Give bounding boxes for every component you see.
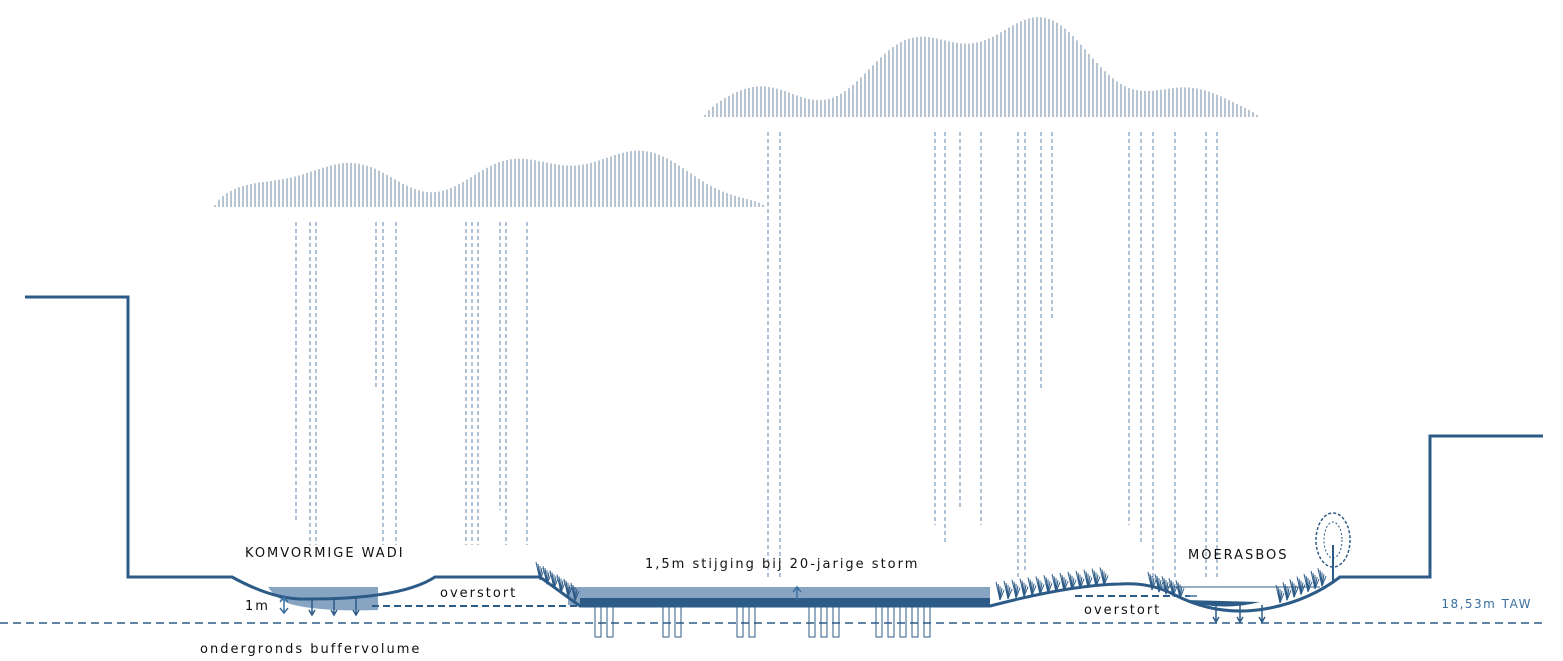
- infiltration-arrow: [308, 598, 316, 617]
- grass: [1300, 584, 1306, 595]
- pile: [808, 599, 816, 638]
- grass: [546, 574, 552, 585]
- infiltration-arrows: [308, 598, 1266, 624]
- label-wadi: KOMVORMIGE WADI: [245, 546, 405, 561]
- grass: [1307, 581, 1313, 592]
- grass: [1279, 592, 1285, 604]
- rain: [295, 132, 1218, 580]
- pile: [674, 599, 682, 638]
- grass: [1031, 585, 1037, 596]
- grass: [574, 590, 580, 602]
- grass: [1079, 578, 1085, 589]
- grass: [1023, 586, 1029, 597]
- label-depth: 1m: [245, 599, 270, 614]
- grass: [1007, 588, 1013, 600]
- pile: [875, 599, 883, 638]
- grass: [553, 578, 559, 589]
- grass: [1321, 576, 1327, 587]
- grass: [1087, 577, 1093, 588]
- grass: [1286, 590, 1292, 601]
- grass: [1055, 581, 1061, 593]
- pile: [606, 599, 614, 638]
- vegetation: [535, 561, 1327, 604]
- label-moerasbos: MOERASBOS: [1188, 548, 1289, 563]
- grass: [560, 582, 566, 593]
- grass: [1151, 579, 1157, 591]
- basin-base: [580, 598, 990, 606]
- pile: [594, 599, 602, 638]
- pile: [911, 599, 919, 638]
- infiltration-arrow: [352, 598, 360, 617]
- grass: [1095, 576, 1101, 587]
- grass: [1172, 586, 1178, 597]
- infiltration-arrow: [1236, 605, 1244, 624]
- grass: [1293, 587, 1299, 598]
- rise-arrow: [792, 585, 802, 600]
- label-overflow: overstort: [1084, 603, 1161, 618]
- grass: [539, 569, 545, 581]
- label-level: 18,53m TAW: [1441, 597, 1532, 611]
- grass: [1314, 578, 1320, 590]
- infiltration-arrow: [330, 598, 338, 617]
- pile: [820, 599, 828, 638]
- pile: [899, 599, 907, 638]
- grass: [1165, 584, 1171, 595]
- grass: [567, 586, 573, 597]
- label-storm: 1,5m stijging bij 20-jarige storm: [645, 557, 919, 572]
- pile: [923, 599, 931, 638]
- grass: [1015, 587, 1021, 598]
- grass: [1179, 588, 1185, 599]
- tree: [1315, 512, 1351, 582]
- grass: [1039, 584, 1045, 595]
- label-buffer: ondergronds buffervolume: [200, 642, 421, 657]
- grass: [1158, 581, 1164, 593]
- piles: [594, 599, 931, 638]
- pile: [832, 599, 840, 638]
- grass: [1103, 575, 1109, 586]
- pile: [736, 599, 744, 638]
- pile: [748, 599, 756, 638]
- grass: [1063, 580, 1069, 592]
- infiltration-arrow: [1212, 605, 1220, 624]
- pile: [887, 599, 895, 638]
- moeras-water: [1185, 600, 1260, 607]
- grass: [1071, 579, 1077, 591]
- grass: [1047, 583, 1053, 594]
- pile: [662, 599, 670, 638]
- clouds: [214, 17, 1258, 207]
- infiltration-arrow: [1258, 605, 1266, 624]
- label-overflow: overstort: [440, 586, 517, 601]
- grass: [999, 589, 1005, 601]
- depth-arrow: [279, 595, 289, 615]
